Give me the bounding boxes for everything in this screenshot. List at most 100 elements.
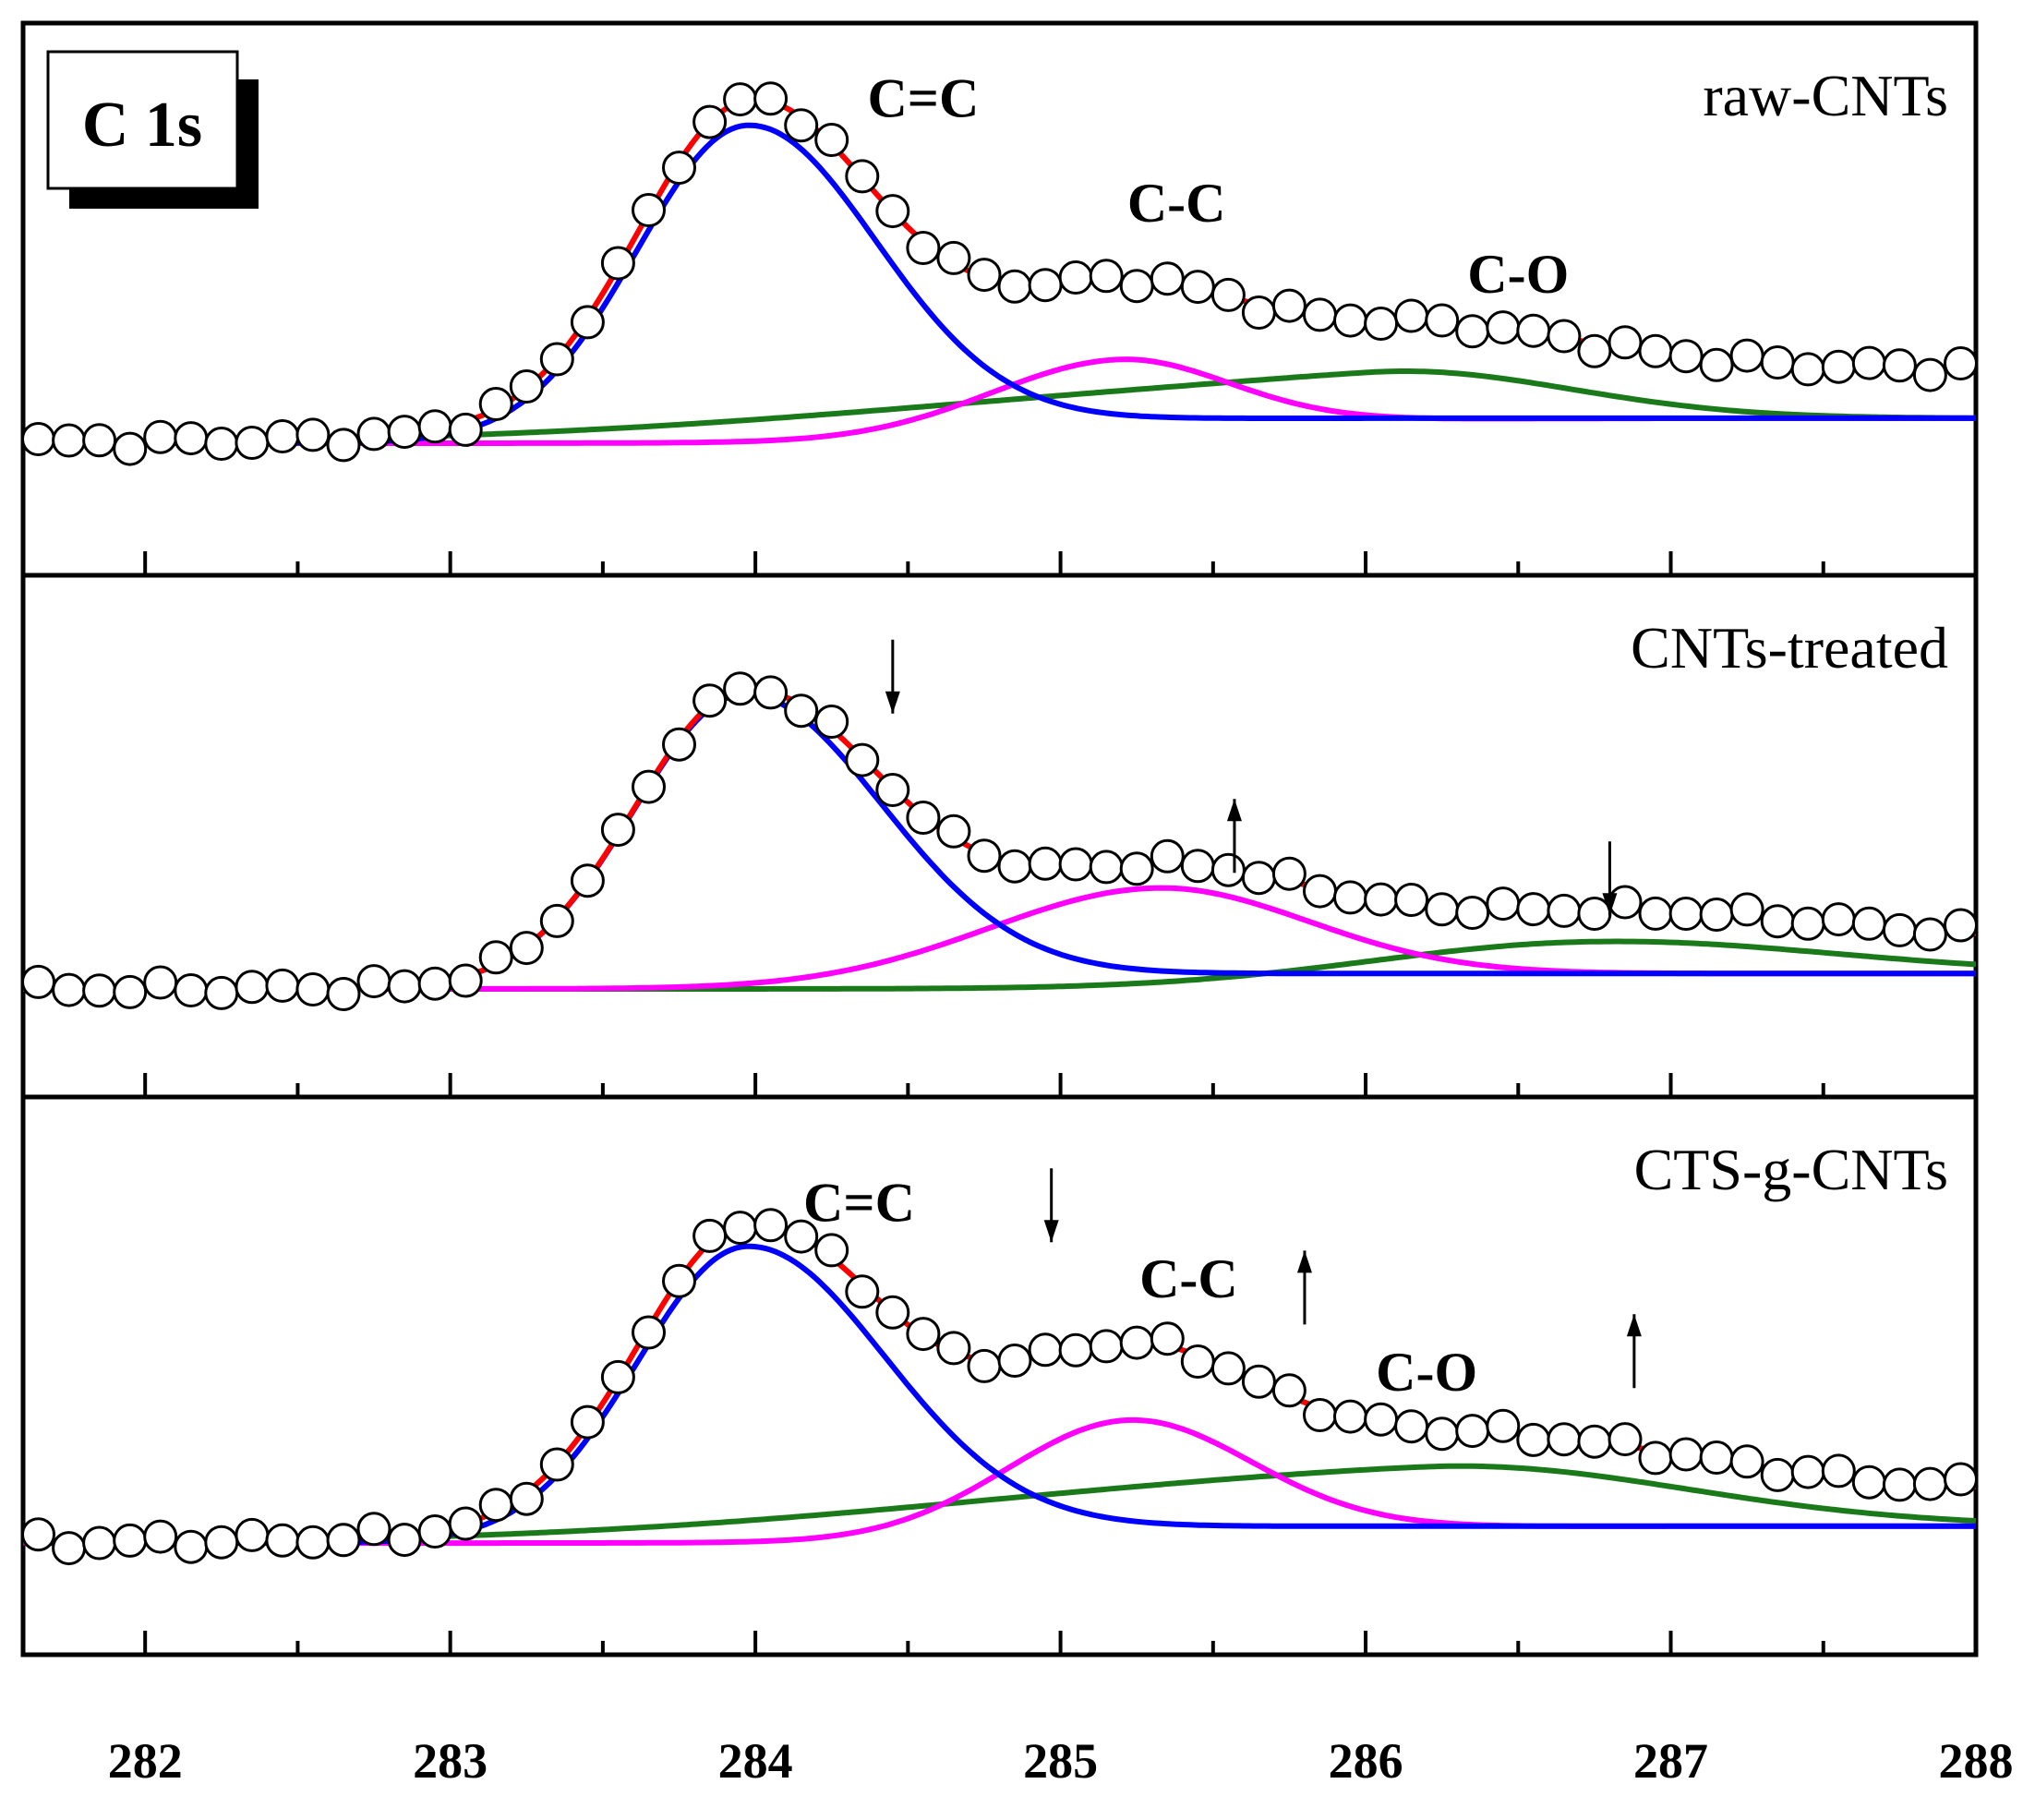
data-point [1303,297,1337,332]
data-point [1577,897,1612,931]
data-point [1790,906,1825,941]
data-point [1912,1466,1947,1501]
data-point [539,342,574,377]
data-point [82,1525,117,1561]
data-point [570,863,605,898]
panels-layer: raw-CNTsC=CC-CC-OCNTs-treatedCTS-g-CNTsC… [20,20,1979,1657]
data-point [845,1274,880,1309]
data-point [295,417,331,452]
data-point [997,849,1032,884]
data-point [1851,345,1886,380]
data-point [814,123,849,157]
data-point [52,1531,87,1566]
data-point [1486,310,1521,345]
data-point [143,965,178,1000]
data-point [387,1523,422,1558]
title-box: C 1s [46,50,259,209]
arrow-up-head [1626,1314,1642,1337]
data-point [356,1512,391,1547]
data-points [23,671,1976,1011]
data-point [265,968,300,1003]
data-point [875,1295,910,1330]
data-point [265,1523,300,1558]
data-point [387,415,422,450]
data-point [417,1514,452,1549]
data-point [662,1263,696,1298]
data-point [1303,874,1337,909]
arrow-up-head [1296,1250,1312,1273]
data-point [1790,352,1825,387]
data-point [906,231,941,265]
data-point [295,972,331,1006]
data-point [448,412,483,447]
arrow-down-head [1043,1220,1059,1243]
data-point [1729,892,1764,927]
data-point [204,1525,239,1560]
data-point [1577,1424,1612,1459]
data-point [1425,892,1460,927]
data-point [845,742,880,777]
data-point [1394,883,1429,917]
data-point [1944,1462,1976,1497]
data-point [1058,1332,1093,1368]
panel-frame [20,1094,1979,1657]
peak-label: C-C [1127,173,1226,234]
panel-ticks [143,1631,1825,1655]
data-point [845,159,880,194]
x-tick-label: 284 [718,1733,793,1789]
data-point [1455,896,1490,930]
data-point [174,1529,209,1564]
data-point [1790,1454,1825,1489]
peak-label: C-O [1376,1342,1477,1403]
data-point [478,1488,513,1523]
data-point [967,838,1002,874]
data-point [1028,846,1063,881]
data-point [174,973,209,1007]
data-point [1394,298,1429,333]
data-point [539,1447,574,1482]
data-point [1944,346,1976,380]
data-point [356,416,391,452]
data-point [1425,303,1460,338]
chart-title: C 1s [82,90,202,161]
panel-0: raw-CNTs C=C C-C C-O [20,20,1979,578]
data-point [448,963,483,998]
data-point [1851,1464,1886,1500]
peak-label: C-C [1139,1248,1238,1309]
data-point [1028,268,1063,303]
data-point [113,974,148,1009]
data-point [417,966,452,1001]
data-point [1699,898,1734,932]
data-point [82,423,117,458]
data-point [997,1344,1032,1378]
x-tick-label: 282 [108,1733,183,1789]
data-point [1760,345,1795,380]
data-point [326,1523,361,1558]
peak-label: C=C [803,1172,915,1233]
data-point [1668,1437,1704,1472]
data-point [1119,851,1154,886]
data-point [1516,313,1551,348]
x-tick-label: 283 [413,1733,488,1789]
data-point [1271,288,1306,323]
data-point [1760,1457,1795,1492]
data-point [692,1218,728,1253]
data-point [997,269,1032,304]
data-point [356,964,391,999]
data-point [204,427,239,461]
data-point [967,1348,1002,1383]
data-point [1577,333,1612,368]
arrow-down-head [885,691,900,714]
data-point [387,969,422,1004]
data-point [1150,261,1185,296]
data-point [1638,896,1673,931]
data-point [52,972,87,1007]
data-point [1364,882,1399,917]
data-point [1516,892,1551,927]
data-point [1699,347,1734,382]
x-tick-label: 285 [1023,1733,1098,1789]
data-point [1210,852,1246,887]
data-point [1180,270,1215,305]
data-point [1119,1325,1154,1360]
